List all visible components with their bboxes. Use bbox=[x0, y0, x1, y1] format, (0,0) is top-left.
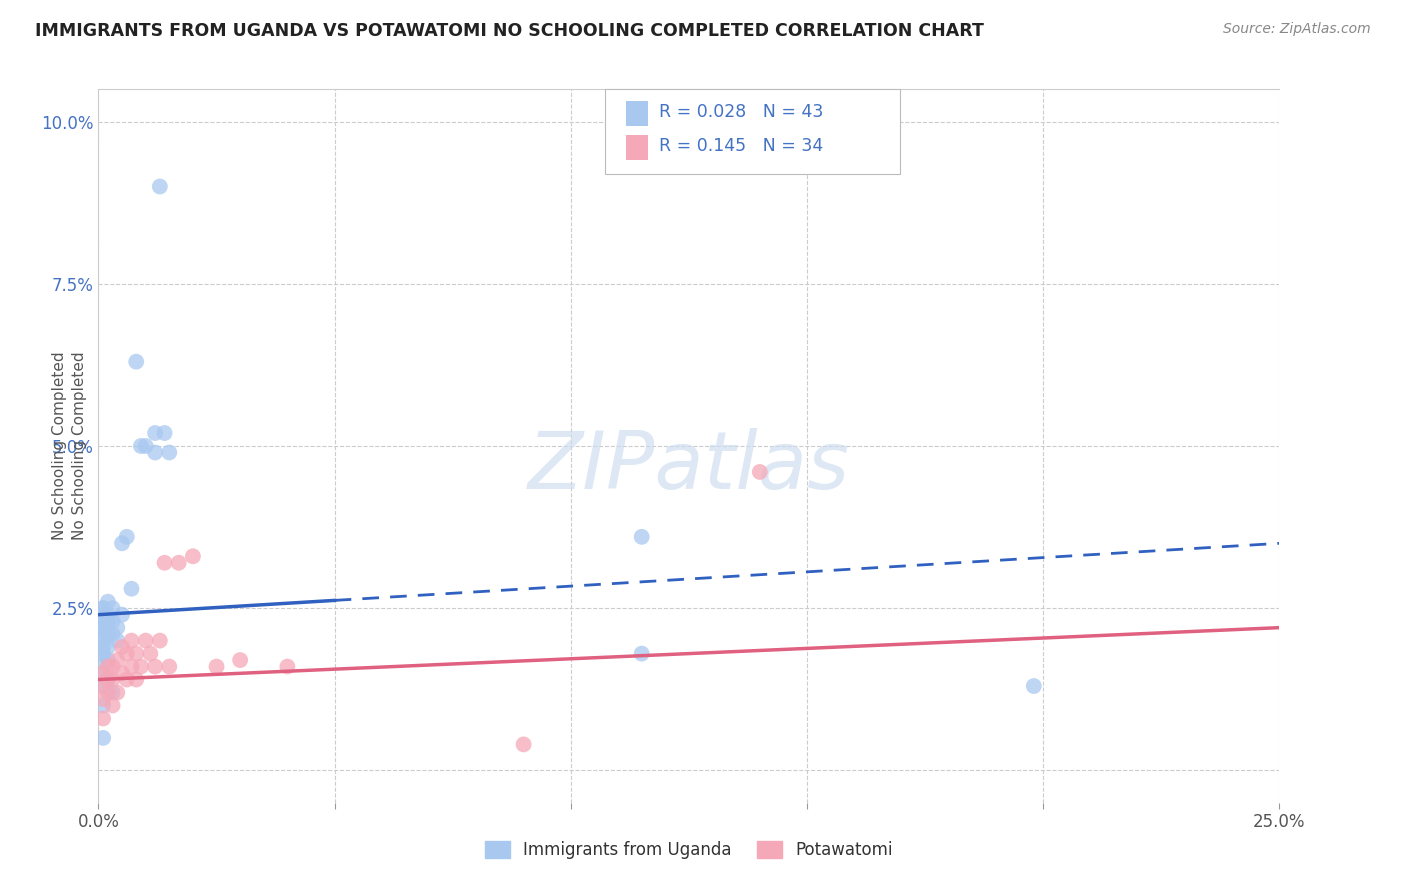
Point bbox=[167, 556, 190, 570]
Point bbox=[97, 673, 120, 687]
Text: No Schooling Completed: No Schooling Completed bbox=[52, 351, 66, 541]
Point bbox=[143, 659, 166, 673]
Point bbox=[105, 633, 128, 648]
Text: R = 0.028   N = 43: R = 0.028 N = 43 bbox=[659, 103, 824, 121]
Point bbox=[101, 685, 124, 699]
Point bbox=[91, 679, 114, 693]
Point bbox=[149, 179, 172, 194]
Point bbox=[125, 354, 148, 368]
Point bbox=[276, 659, 298, 673]
Point bbox=[229, 653, 252, 667]
Point bbox=[91, 621, 114, 635]
Point bbox=[97, 673, 120, 687]
Point bbox=[115, 530, 138, 544]
Point bbox=[97, 595, 120, 609]
Point bbox=[111, 536, 134, 550]
Legend: Immigrants from Uganda, Potawatomi: Immigrants from Uganda, Potawatomi bbox=[478, 834, 900, 866]
Text: Source: ZipAtlas.com: Source: ZipAtlas.com bbox=[1223, 22, 1371, 37]
Point bbox=[91, 647, 114, 661]
Point bbox=[97, 607, 120, 622]
Point bbox=[101, 698, 124, 713]
Point bbox=[91, 601, 114, 615]
Point bbox=[157, 445, 180, 459]
Point bbox=[91, 731, 114, 745]
Point bbox=[91, 601, 114, 615]
Point bbox=[121, 659, 143, 673]
Point bbox=[91, 614, 114, 628]
Point bbox=[97, 614, 120, 628]
Point bbox=[91, 633, 114, 648]
Point bbox=[91, 666, 114, 681]
Point bbox=[91, 640, 114, 654]
Point bbox=[630, 530, 652, 544]
Point bbox=[97, 640, 120, 654]
Point bbox=[101, 627, 124, 641]
Y-axis label: No Schooling Completed: No Schooling Completed bbox=[72, 351, 87, 541]
Point bbox=[91, 666, 114, 681]
Point bbox=[101, 659, 124, 673]
Point bbox=[91, 621, 114, 635]
Point bbox=[121, 582, 143, 596]
Point bbox=[630, 647, 652, 661]
Point bbox=[115, 647, 138, 661]
Point bbox=[153, 556, 176, 570]
Point bbox=[105, 685, 128, 699]
Point bbox=[105, 621, 128, 635]
Point bbox=[97, 659, 120, 673]
Point bbox=[125, 673, 148, 687]
Point bbox=[139, 647, 162, 661]
Point bbox=[157, 659, 180, 673]
Point bbox=[512, 738, 534, 752]
Point bbox=[125, 647, 148, 661]
Point bbox=[143, 425, 166, 440]
Point bbox=[135, 633, 157, 648]
Point bbox=[149, 633, 172, 648]
Text: IMMIGRANTS FROM UGANDA VS POTAWATOMI NO SCHOOLING COMPLETED CORRELATION CHART: IMMIGRANTS FROM UGANDA VS POTAWATOMI NO … bbox=[35, 22, 984, 40]
Point bbox=[143, 445, 166, 459]
Point bbox=[181, 549, 204, 564]
Point bbox=[91, 711, 114, 725]
Point bbox=[153, 425, 176, 440]
Point bbox=[111, 607, 134, 622]
Point bbox=[205, 659, 228, 673]
Point bbox=[111, 640, 134, 654]
Point bbox=[91, 698, 114, 713]
Point bbox=[101, 601, 124, 615]
Point bbox=[97, 627, 120, 641]
Point bbox=[91, 679, 114, 693]
Point bbox=[105, 653, 128, 667]
Point bbox=[748, 465, 770, 479]
Point bbox=[129, 659, 152, 673]
Point bbox=[91, 607, 114, 622]
Point bbox=[91, 627, 114, 641]
Text: R = 0.145   N = 34: R = 0.145 N = 34 bbox=[659, 137, 824, 155]
Point bbox=[97, 685, 120, 699]
Point bbox=[101, 614, 124, 628]
Point bbox=[129, 439, 152, 453]
Point bbox=[97, 653, 120, 667]
Point bbox=[135, 439, 157, 453]
Point bbox=[91, 692, 114, 706]
Point bbox=[121, 633, 143, 648]
Point bbox=[1022, 679, 1045, 693]
Point bbox=[91, 653, 114, 667]
Point bbox=[101, 673, 124, 687]
Text: ZIPatlas: ZIPatlas bbox=[527, 428, 851, 507]
Point bbox=[111, 666, 134, 681]
Point bbox=[115, 673, 138, 687]
